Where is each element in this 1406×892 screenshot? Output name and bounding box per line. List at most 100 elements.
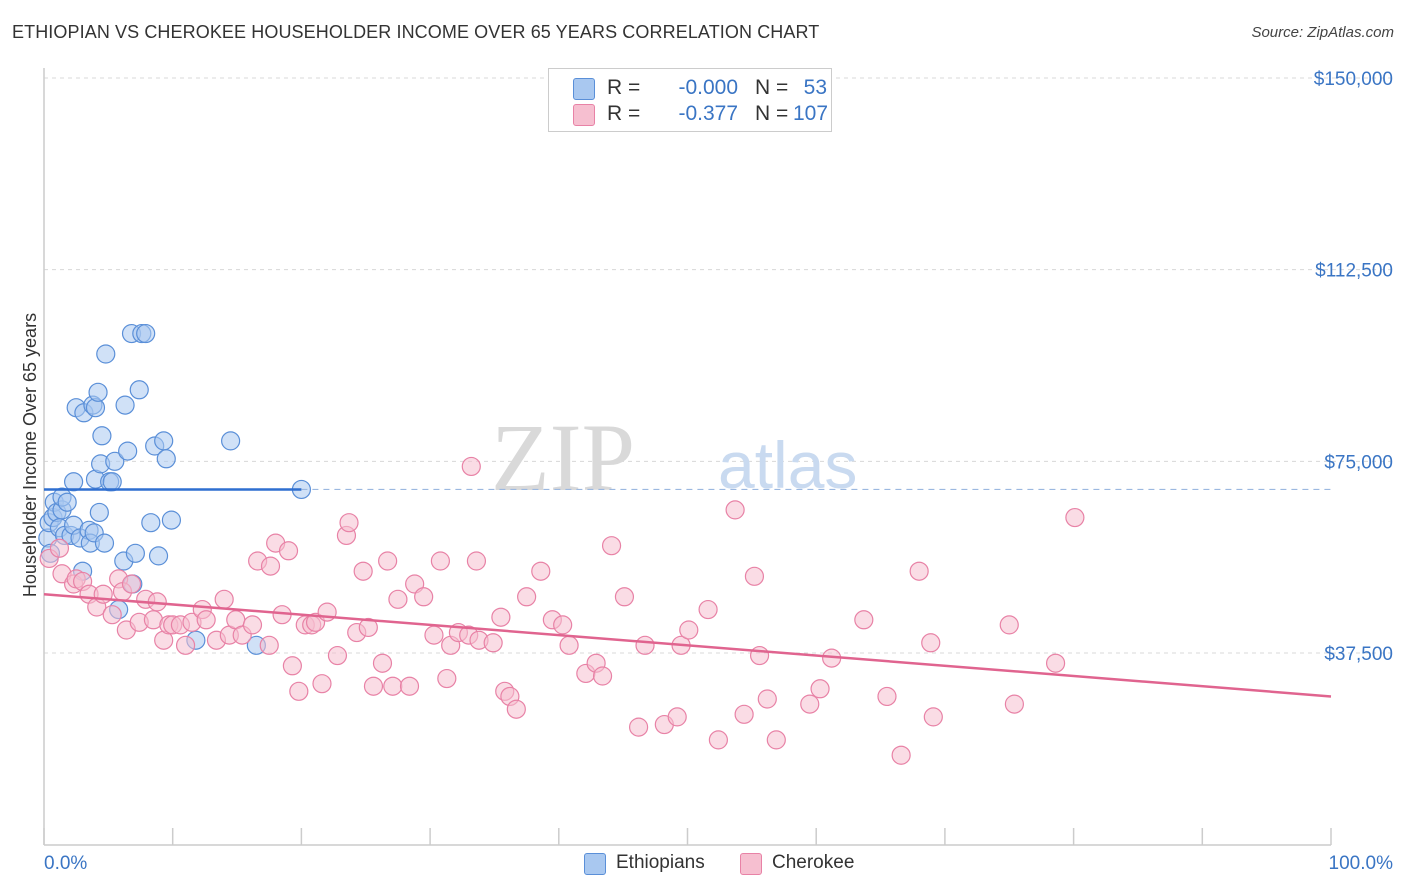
cherokee-point xyxy=(553,615,573,635)
cherokee-point xyxy=(363,676,384,696)
cherokee-point xyxy=(628,717,649,737)
legend-r-label: R = xyxy=(607,76,641,99)
cherokee-point xyxy=(921,633,941,653)
legend-n-value: 107 xyxy=(793,102,829,125)
cherokee-point xyxy=(414,587,434,607)
cherokee-point xyxy=(312,674,332,694)
tick-labels: $37,500 $75,000 $112,500 $150,000 0.0% 100.0% xyxy=(44,69,1393,874)
cherokee-point xyxy=(1045,653,1066,673)
cherokee-point xyxy=(667,707,687,727)
cherokee-swatch xyxy=(573,104,595,126)
y-tick-label: $112,500 xyxy=(1315,261,1393,282)
ethiopians-point xyxy=(92,426,112,446)
cherokee-point xyxy=(327,645,348,666)
ethiopians-point xyxy=(89,502,109,523)
ethiopians-point xyxy=(136,323,156,344)
ethiopians-point xyxy=(105,451,125,471)
cherokee-point xyxy=(49,538,70,558)
ethiopians-point xyxy=(141,513,161,533)
cherokee-point xyxy=(725,500,745,520)
cherokee-point xyxy=(1004,694,1024,714)
cherokee-point xyxy=(531,561,551,581)
legend-n-label: N = xyxy=(755,102,789,125)
ethiopians-point xyxy=(88,382,108,402)
chart-title: ETHIOPIAN VS CHEROKEE HOUSEHOLDER INCOME… xyxy=(12,22,820,42)
cherokee-point xyxy=(909,561,929,581)
legend-r-value: -0.377 xyxy=(678,102,738,125)
cherokee-point xyxy=(121,574,142,594)
cherokee-point xyxy=(424,625,444,645)
cherokee-point xyxy=(175,635,196,655)
ethiopians-point xyxy=(96,344,116,364)
cherokee-point xyxy=(757,689,777,709)
ethiopians-point xyxy=(148,546,169,566)
cherokee-point xyxy=(506,699,526,719)
cherokee-point xyxy=(877,686,897,707)
ethiopians-point xyxy=(64,472,84,492)
cherokee-point xyxy=(430,551,450,571)
cherokee-point xyxy=(461,456,481,477)
legend-r-label: R = xyxy=(607,102,641,125)
stats-legend: R = -0.000 N = 53 R = -0.377 N = 107 xyxy=(548,68,832,132)
legend-r-value: -0.000 xyxy=(678,76,738,99)
cherokee-point xyxy=(358,617,378,638)
watermark-atlas: atlas xyxy=(718,428,857,502)
cherokee-point xyxy=(559,635,579,655)
cherokee-point xyxy=(378,551,398,571)
ethiopians-legend-swatch xyxy=(584,853,606,875)
ethiopians-point xyxy=(102,472,122,492)
cherokee-point xyxy=(242,615,263,635)
y-tick-label: $75,000 xyxy=(1324,452,1393,473)
ethiopians-point xyxy=(221,431,241,451)
cherokee-point xyxy=(744,566,765,586)
ethiopians-point xyxy=(118,441,138,461)
cherokee-point xyxy=(891,745,911,765)
cherokee-points xyxy=(39,456,1085,765)
cherokee-legend-swatch xyxy=(740,853,762,875)
cherokee-point xyxy=(289,681,309,701)
axes xyxy=(43,68,1332,846)
cherokee-point xyxy=(282,656,302,676)
cherokee-point xyxy=(196,610,216,630)
ethiopians-swatch xyxy=(573,78,595,100)
ethiopians-point xyxy=(125,543,145,563)
trend-lines xyxy=(43,488,1332,698)
y-axis-title: Householder Income Over 65 years xyxy=(20,313,40,597)
watermark-zip: ZIP xyxy=(491,404,635,511)
cherokee-point xyxy=(708,730,728,750)
cherokee-point xyxy=(388,589,408,609)
ethiopians-point xyxy=(94,533,115,553)
ethiopians-point xyxy=(129,380,149,400)
cherokee-point xyxy=(353,561,373,581)
cherokee-point xyxy=(260,556,281,576)
cherokee-point xyxy=(854,610,874,630)
cherokee-point xyxy=(214,589,234,609)
cherokee-point xyxy=(800,694,820,714)
cherokee-point xyxy=(372,653,393,673)
ethiopians-point xyxy=(57,492,77,512)
cherokee-point xyxy=(923,707,943,727)
ethiopians-point xyxy=(156,449,176,469)
cherokee-point xyxy=(517,587,537,607)
gridlines xyxy=(44,77,1392,654)
cherokee-point xyxy=(999,615,1019,635)
cherokee-point xyxy=(383,676,403,696)
ethiopians-legend-label: Ethiopians xyxy=(616,852,705,873)
cherokee-point xyxy=(466,551,487,571)
cherokee-point xyxy=(601,536,622,556)
ethiopians-point xyxy=(161,510,182,530)
cherokee-point xyxy=(483,633,503,653)
cherokee-point xyxy=(614,587,635,607)
cherokee-point xyxy=(399,676,420,696)
cherokee-trend-line xyxy=(43,592,1332,698)
y-tick-label: $37,500 xyxy=(1324,644,1393,665)
cherokee-point xyxy=(749,645,770,666)
x-tick-label: 100.0% xyxy=(1329,853,1394,874)
y-tick-label: $150,000 xyxy=(1314,69,1393,90)
cherokee-point xyxy=(698,599,718,620)
cherokee-point xyxy=(766,730,786,750)
cherokee-point xyxy=(679,620,699,640)
ethiopians-point xyxy=(154,431,174,451)
ethiopians-point xyxy=(115,395,135,415)
cherokee-point xyxy=(259,635,279,655)
